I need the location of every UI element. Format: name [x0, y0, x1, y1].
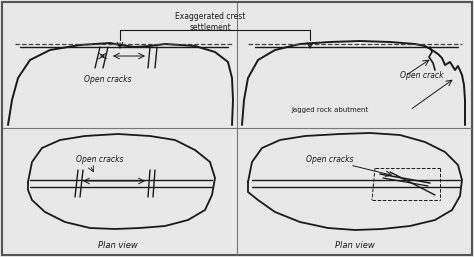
- Text: Open cracks: Open cracks: [306, 155, 354, 164]
- Text: Plan view: Plan view: [98, 241, 138, 250]
- Text: Plan view: Plan view: [335, 241, 375, 250]
- Text: Jagged rock abutment: Jagged rock abutment: [292, 107, 369, 113]
- Text: Open cracks: Open cracks: [76, 155, 124, 164]
- Text: Exaggerated crest
settlement: Exaggerated crest settlement: [175, 12, 245, 32]
- Text: Open cracks: Open cracks: [84, 75, 132, 84]
- Text: Open crack: Open crack: [400, 71, 444, 80]
